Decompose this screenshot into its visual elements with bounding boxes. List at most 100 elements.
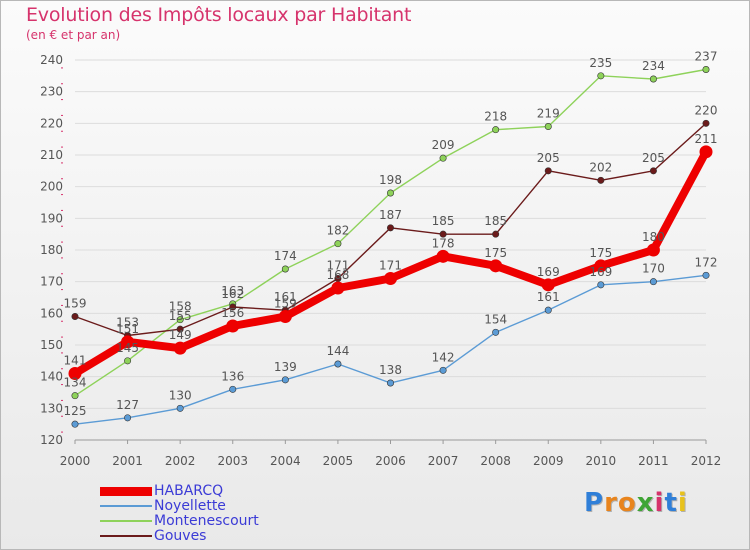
y-tick-label: 120 (40, 433, 63, 447)
legend-item-habarcq: HABARCQ (100, 483, 360, 499)
data-point (489, 259, 503, 273)
data-label: 142 (432, 350, 455, 364)
data-point (439, 366, 447, 374)
y-tick-label: 160 (40, 306, 63, 320)
series-gouves (71, 119, 710, 339)
data-label: 145 (116, 341, 139, 355)
data-label: 130 (169, 388, 192, 402)
chart-subtitle: (en € et par an) (26, 28, 121, 42)
y-tick-label: 220 (40, 116, 63, 130)
data-label: 163 (221, 284, 244, 298)
data-label: 159 (274, 297, 297, 311)
data-label: 161 (537, 290, 560, 304)
data-point (384, 272, 397, 285)
data-point (124, 414, 132, 422)
data-label: 187 (379, 208, 402, 222)
data-point (544, 123, 552, 131)
data-point (121, 335, 135, 349)
data-label: 136 (221, 369, 244, 383)
series-montenescourt (71, 66, 710, 400)
data-point (334, 240, 342, 248)
y-tick-label: 240 (40, 53, 63, 67)
data-point (386, 379, 394, 387)
data-point (281, 376, 289, 384)
data-label: 144 (326, 344, 349, 358)
data-label: 209 (432, 138, 455, 152)
data-label: 174 (274, 249, 297, 263)
data-point (439, 230, 447, 238)
x-tick-label: 2009 (533, 454, 564, 468)
series-noyellette (71, 271, 710, 428)
data-label: 161 (274, 290, 297, 304)
legend-label: HABARCQ (154, 483, 224, 499)
y-tick-label: 210 (40, 148, 63, 162)
y-tick-label: 130 (40, 401, 63, 415)
data-label: 185 (432, 214, 455, 228)
data-label: 139 (274, 360, 297, 374)
data-label: 202 (589, 160, 612, 174)
legend-swatch (100, 505, 152, 507)
data-point (702, 119, 710, 127)
data-point (597, 281, 605, 289)
data-label: 218 (484, 110, 507, 124)
data-label: 162 (221, 287, 244, 301)
y-tick-label: 230 (40, 85, 63, 99)
data-point (702, 271, 710, 279)
data-point (173, 341, 187, 355)
series-habarcq (68, 145, 713, 380)
legend-item-montenescourt: Montenescourt (100, 513, 360, 529)
data-point (68, 367, 82, 380)
data-label: 154 (484, 312, 507, 326)
data-label: 175 (589, 246, 612, 260)
data-point (71, 392, 79, 400)
x-tick-label: 2001 (112, 454, 143, 468)
y-tick-label: 150 (40, 338, 63, 352)
legend-item-noyellette: Noyellette (100, 498, 360, 514)
x-tick-label: 2003 (217, 454, 248, 468)
data-label: 180 (642, 230, 665, 244)
data-point (229, 303, 237, 311)
data-label: 198 (379, 173, 402, 187)
y-tick-label: 200 (40, 180, 63, 194)
data-point (386, 224, 394, 232)
data-label: 158 (169, 300, 192, 314)
data-point (331, 281, 345, 295)
data-point (492, 328, 500, 336)
legend-swatch (100, 535, 152, 537)
data-label: 156 (221, 306, 244, 320)
data-point (334, 360, 342, 368)
data-point (597, 176, 605, 184)
data-point (649, 167, 657, 175)
data-point (124, 357, 132, 365)
chart-title: Evolution des Impôts locaux par Habitant (26, 4, 412, 26)
data-label: 171 (379, 259, 402, 273)
data-label: 169 (589, 265, 612, 279)
data-label: 237 (695, 50, 718, 64)
data-label: 205 (642, 151, 665, 165)
data-label: 219 (537, 107, 560, 121)
data-point (597, 72, 605, 80)
legend-swatch (100, 520, 152, 522)
data-label: 185 (484, 214, 507, 228)
data-point (544, 306, 552, 314)
y-tick-label: 190 (40, 211, 63, 225)
data-point (281, 265, 289, 273)
x-tick-label: 2010 (586, 454, 617, 468)
data-label: 172 (695, 255, 718, 269)
x-tick-label: 2000 (60, 454, 91, 468)
data-point (699, 145, 713, 159)
data-label: 151 (116, 322, 139, 336)
data-label: 171 (326, 259, 349, 273)
data-point (71, 420, 79, 428)
data-point (649, 278, 657, 286)
data-point (436, 249, 450, 263)
data-label: 211 (695, 132, 718, 146)
data-label: 125 (64, 404, 87, 418)
data-point (176, 316, 184, 324)
data-point (541, 278, 555, 292)
data-label: 235 (589, 56, 612, 70)
data-label: 170 (642, 262, 665, 276)
data-label: 175 (484, 246, 507, 260)
legend-item-gouves: Gouves (100, 528, 360, 544)
